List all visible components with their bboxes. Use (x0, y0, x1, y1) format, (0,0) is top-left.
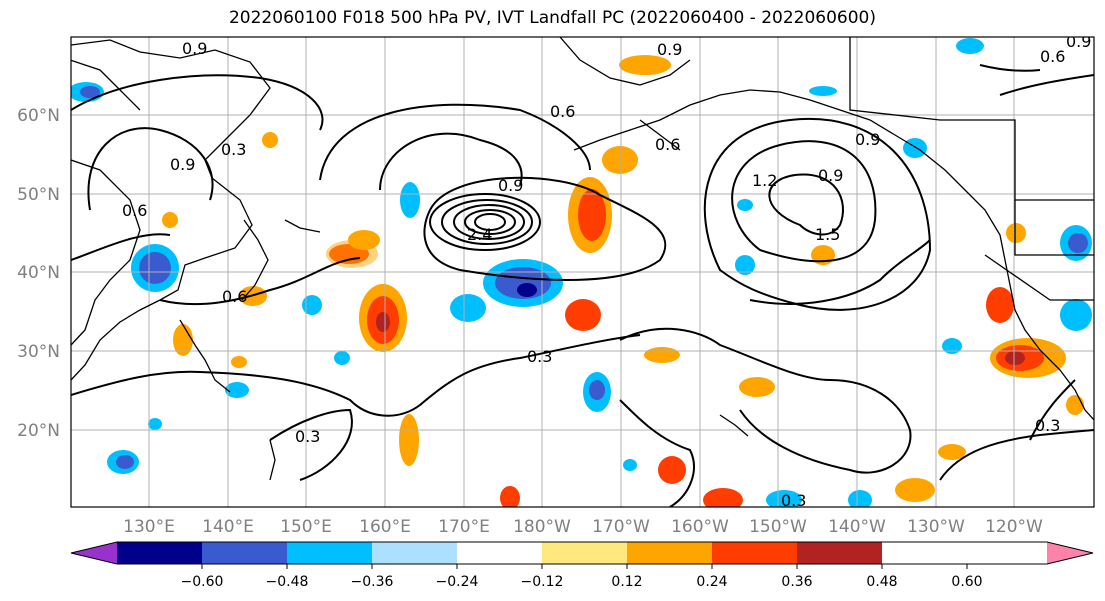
colorbar-segment (627, 542, 712, 564)
colorbar-segment (287, 542, 372, 564)
colorbar-segment (372, 542, 457, 564)
colorbar-segment (202, 542, 287, 564)
gridlines (71, 37, 1094, 507)
contour-label: 0.6 (122, 201, 147, 220)
pv-contours (71, 64, 1094, 507)
colorbar-tick-labels: −0.60 −0.48 −0.36 −0.24 −0.12 0.12 0.24 … (181, 574, 983, 590)
colorbar-extend-low (71, 542, 117, 564)
colorbar-tick-label: −0.24 (436, 574, 479, 590)
contour-label: 0.9 (855, 130, 880, 149)
lon-label: 150°W (749, 517, 807, 537)
contour-label: 0.3 (1035, 416, 1060, 435)
coastlines (71, 37, 1094, 481)
lat-label: 40°N (17, 263, 60, 283)
colorbar-tick-label: 0.24 (696, 574, 727, 590)
colorbar-tick-label: −0.60 (181, 574, 224, 590)
latitude-labels: 60°N 50°N 40°N 30°N 20°N (17, 106, 60, 441)
colorbar-tick-label: −0.12 (521, 574, 564, 590)
lon-label: 130°W (907, 517, 965, 537)
map-title: 2022060100 F018 500 hPa PV, IVT Landfall… (228, 8, 876, 28)
contour-label: 0.6 (655, 135, 680, 154)
lat-label: 20°N (17, 421, 60, 441)
colorbar-segment (117, 542, 202, 564)
contour-label: 0.6 (1040, 47, 1065, 66)
contour-label: 0.3 (295, 427, 320, 446)
colorbar-segment (797, 542, 882, 564)
contour-label: 0.3 (781, 491, 806, 510)
map-frame (70, 36, 1095, 508)
colorbar-ticks (201, 564, 968, 569)
lon-label: 120°W (985, 517, 1043, 537)
lon-label: 180°W (513, 517, 571, 537)
colorbar-tick-label: 0.48 (866, 574, 897, 590)
contour-label: 0.9 (498, 176, 523, 195)
lon-label: 170°W (592, 517, 650, 537)
lon-label: 160°W (671, 517, 729, 537)
shaded-anomaly-layer (71, 38, 1092, 507)
contour-label: 0.6 (550, 102, 575, 121)
lon-label: 160°E (359, 517, 411, 537)
contour-label: 1.2 (752, 171, 777, 190)
colorbar-tick-label: 0.36 (781, 574, 812, 590)
contour-label: 0.3 (527, 347, 552, 366)
contour-label: 0.9 (1066, 32, 1091, 51)
colorbar-segment (542, 542, 627, 564)
colorbar-outline (70, 541, 1094, 565)
contour-label: 0.9 (182, 39, 207, 58)
colorbar-segment (712, 542, 797, 564)
colorbar-tick-label: −0.36 (351, 574, 394, 590)
contour-label: 0.3 (221, 140, 246, 159)
lon-label: 170°E (438, 517, 490, 537)
lat-label: 60°N (17, 106, 60, 126)
contour-label: 0.9 (170, 155, 195, 174)
longitude-labels: 130°E 140°E 150°E 160°E 170°E 180°W 170°… (123, 517, 1043, 537)
lon-label: 140°E (202, 517, 254, 537)
colorbar-tick-label: 0.12 (611, 574, 642, 590)
colorbar-tick-label: −0.48 (266, 574, 309, 590)
colorbar-segment (457, 542, 542, 564)
lat-label: 50°N (17, 185, 60, 205)
lon-label: 130°E (123, 517, 175, 537)
lon-label: 140°W (828, 517, 886, 537)
contour-label: 2.4 (467, 225, 492, 244)
contour-label: 0.9 (657, 40, 682, 59)
contour-label-group: 0.9 0.9 0.6 0.6 0.9 0.9 0.3 0.3 0.3 0.3 … (122, 32, 1091, 510)
lat-label: 30°N (17, 342, 60, 362)
contour-label: 0.6 (222, 287, 247, 306)
contour-label: 1.5 (815, 225, 840, 244)
lon-label: 150°E (280, 517, 332, 537)
colorbar-extend-high (1047, 542, 1093, 564)
colorbar: −0.60 −0.48 −0.36 −0.24 −0.12 0.12 0.24 … (70, 541, 1094, 590)
contour-label: 0.9 (818, 166, 843, 185)
colorbar-tick-label: 0.60 (951, 574, 982, 590)
